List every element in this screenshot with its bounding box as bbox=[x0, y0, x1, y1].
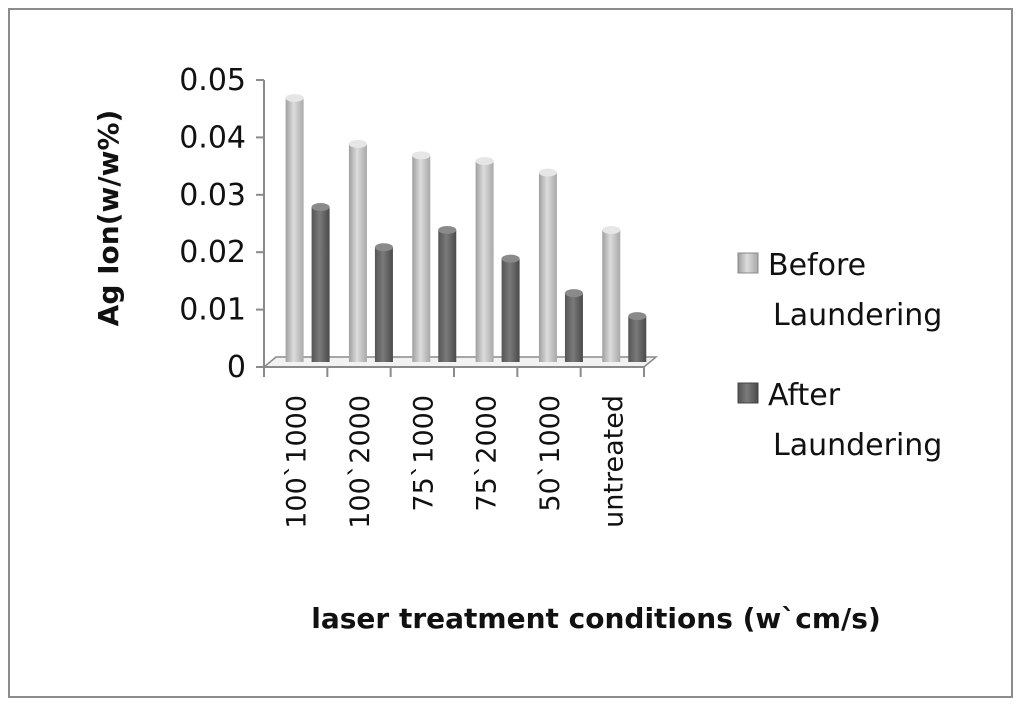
bar-after-laundering bbox=[564, 289, 583, 362]
bar-body bbox=[538, 172, 557, 362]
legend-label-before-line2: Laundering bbox=[773, 298, 942, 333]
bar-body bbox=[311, 207, 330, 362]
bar-top bbox=[374, 243, 393, 252]
bar-before-laundering bbox=[475, 157, 494, 362]
y-tick-label: 0.04 bbox=[179, 120, 246, 155]
x-category-label: 100`2000 bbox=[345, 395, 376, 529]
bar-body bbox=[628, 316, 647, 362]
bar-after-laundering bbox=[628, 312, 647, 362]
x-category-label: 50`1000 bbox=[535, 395, 566, 512]
bar-top bbox=[475, 157, 494, 166]
bar-body bbox=[564, 293, 583, 362]
bar-before-laundering bbox=[602, 225, 621, 362]
legend-label-after-line2: Laundering bbox=[773, 428, 942, 463]
bar-after-laundering bbox=[501, 254, 520, 362]
x-axis-title: laser treatment conditions (w`cm/s) bbox=[311, 602, 881, 635]
legend-label-before-line1: Before bbox=[768, 248, 866, 283]
bar-before-laundering bbox=[285, 93, 304, 363]
y-tick-label: 0.02 bbox=[179, 235, 246, 270]
bar-top bbox=[348, 139, 367, 148]
bar-after-laundering bbox=[438, 225, 457, 362]
bar-body bbox=[501, 258, 520, 362]
bar-top bbox=[564, 289, 583, 298]
y-tick-label: 0.03 bbox=[179, 178, 246, 213]
bar-top bbox=[412, 151, 431, 160]
legend-swatch-before bbox=[737, 252, 759, 274]
labels-layer: 0 0.01 0.02 0.03 0.04 0.05 100`1000 100`2000 75`… bbox=[179, 63, 629, 529]
bar-after-laundering bbox=[374, 243, 393, 362]
x-category-label: untreated bbox=[598, 395, 629, 528]
bar-top bbox=[285, 93, 304, 102]
bar-body bbox=[412, 155, 431, 362]
bar-body bbox=[374, 247, 393, 362]
legend-label-after-line1: After bbox=[768, 378, 841, 413]
bar-body bbox=[348, 143, 367, 362]
x-category-label: 75`1000 bbox=[408, 395, 439, 512]
x-category-label: 75`2000 bbox=[472, 395, 503, 512]
bar-body bbox=[602, 229, 621, 362]
bar-top bbox=[628, 312, 647, 321]
bar-top bbox=[311, 203, 330, 212]
legend-swatch-after bbox=[737, 382, 759, 404]
bar-body bbox=[475, 161, 494, 362]
y-axis-title: Ag Ion(w/w%) bbox=[92, 110, 125, 327]
x-category-label: 100`1000 bbox=[282, 395, 313, 529]
legend: Before Laundering After Laundering bbox=[737, 248, 942, 463]
bar-before-laundering bbox=[538, 168, 557, 362]
y-tick-label: 0.05 bbox=[179, 63, 246, 98]
bar-body bbox=[285, 97, 304, 363]
bar-before-laundering bbox=[348, 139, 367, 362]
bar-top bbox=[538, 168, 557, 177]
bar-body bbox=[438, 229, 457, 362]
y-tick-label: 0.01 bbox=[179, 293, 246, 328]
bars-layer bbox=[285, 93, 647, 363]
bar-top bbox=[438, 225, 457, 234]
bar-top bbox=[602, 225, 621, 234]
bar-after-laundering bbox=[311, 203, 330, 362]
bar-before-laundering bbox=[412, 151, 431, 362]
bar-top bbox=[501, 254, 520, 263]
y-tick-label: 0 bbox=[227, 350, 246, 385]
